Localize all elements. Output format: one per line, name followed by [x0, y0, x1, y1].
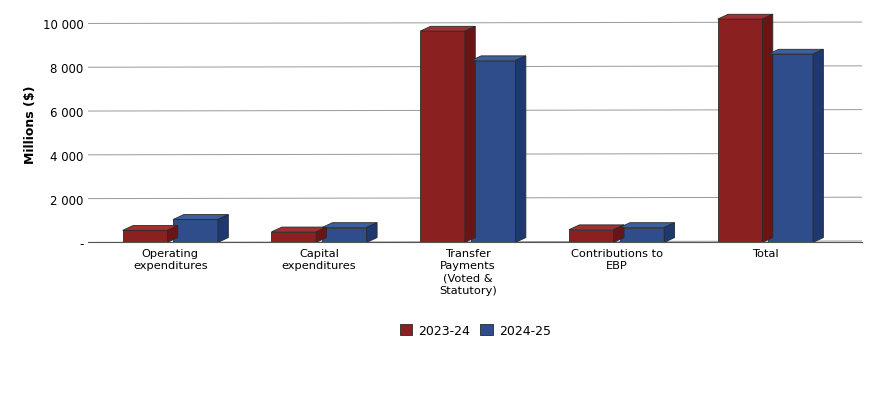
Polygon shape: [123, 226, 178, 231]
Bar: [471, 62, 515, 243]
Polygon shape: [173, 215, 229, 220]
Polygon shape: [664, 223, 674, 243]
Bar: [620, 228, 664, 243]
Polygon shape: [515, 57, 526, 243]
Legend: 2023-24, 2024-25: 2023-24, 2024-25: [395, 319, 556, 342]
Polygon shape: [620, 223, 674, 228]
Polygon shape: [271, 228, 327, 232]
Bar: [569, 230, 614, 243]
Bar: [421, 32, 465, 243]
Polygon shape: [471, 57, 526, 62]
Polygon shape: [718, 15, 773, 20]
Polygon shape: [421, 27, 475, 32]
Polygon shape: [465, 27, 475, 243]
Bar: [768, 55, 813, 243]
Polygon shape: [813, 50, 823, 243]
Bar: [718, 20, 762, 243]
Polygon shape: [316, 228, 327, 243]
Polygon shape: [569, 225, 624, 230]
Bar: [173, 220, 218, 243]
Polygon shape: [762, 15, 773, 243]
Polygon shape: [218, 215, 229, 243]
Y-axis label: Millions ($): Millions ($): [24, 86, 37, 164]
Polygon shape: [367, 223, 377, 243]
Bar: [322, 228, 367, 243]
Bar: [123, 231, 168, 243]
Polygon shape: [322, 223, 377, 228]
Polygon shape: [614, 225, 624, 243]
Bar: [271, 232, 316, 243]
Polygon shape: [168, 226, 178, 243]
Polygon shape: [768, 50, 823, 55]
